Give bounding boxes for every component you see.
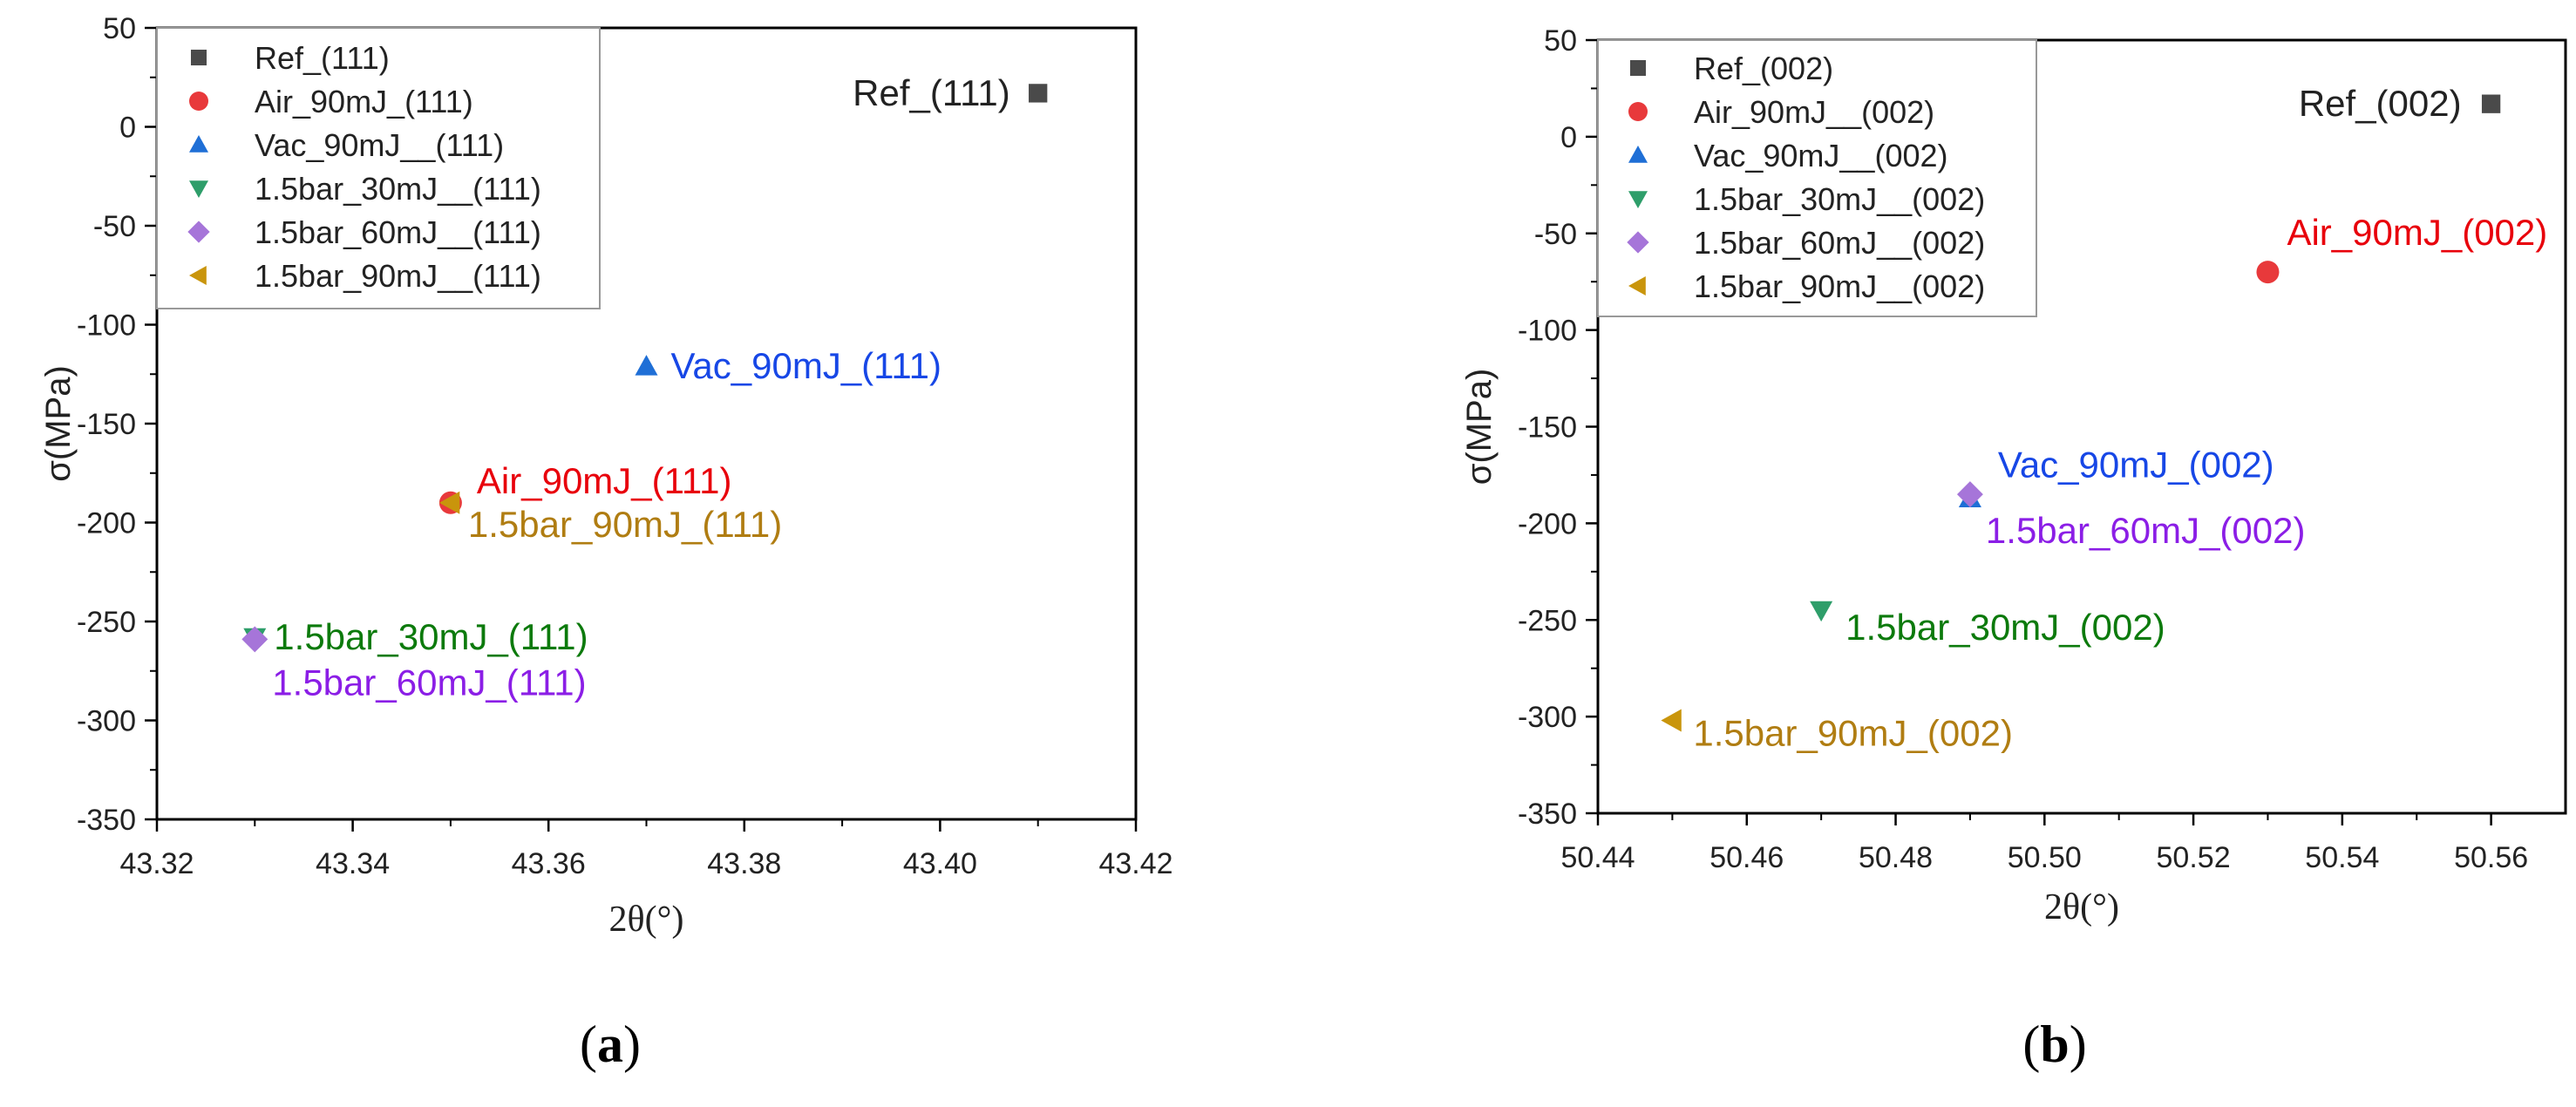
x-axis-title: 2θ(°) [2044,887,2119,927]
data-point-square [1029,84,1048,103]
data-point-square [2481,94,2501,113]
y-tick-label: -300 [77,705,136,738]
y-tick-label: 0 [1560,121,1577,154]
y-axis-title: σ(MPa) [39,365,78,482]
y-tick-label: 50 [1544,24,1577,58]
x-tick-label: 50.44 [1560,841,1635,874]
data-point-triangle-down [1810,601,1833,622]
y-tick-label: -100 [77,309,136,343]
data-point-diamond [1956,481,1983,508]
data-point-triangle-up [635,355,658,376]
legend-entry: Vac_90mJ__(111) [255,127,504,163]
x-tick-label: 43.42 [1098,847,1172,880]
data-label: Air_90mJ_(002) [2287,212,2547,253]
x-tick-label: 43.40 [903,847,977,880]
x-tick-label: 50.50 [2008,841,2082,874]
legend-marker-triangle-up [189,135,208,153]
y-tick-label: 0 [119,112,136,145]
y-tick-label: -250 [1518,604,1577,637]
data-point-triangle-left [1661,709,1682,732]
legend-entry: 1.5bar_60mJ__(111) [255,214,541,250]
legend-entry: Air_90mJ__(002) [1694,94,1934,130]
x-axis-title: 2θ(°) [609,900,684,940]
legend: Ref_(002) Air_90mJ__(002) Vac_90mJ__(002) 1… [1597,39,2037,317]
legend-marker-square [190,49,207,66]
caption-close-paren: ) [623,1015,641,1073]
legend-entry: Ref_(002) [1694,51,1833,86]
data-point-triangle-left [438,491,460,514]
legend-box [156,27,601,309]
chart-panel-b: 50.44 50.46 50.48 50.50 50.52 50.54 50.56 50 0 -5… [1460,24,2567,1073]
x-tick-label: 43.32 [119,847,194,880]
x-tick-label: 43.34 [316,847,390,880]
data-label: 1.5bar_60mJ_(111) [272,662,586,703]
data-label: 1.5bar_30mJ_(111) [274,616,588,657]
x-tick-label: 50.52 [2157,841,2231,874]
legend-entry: Ref_(111) [255,40,390,76]
legend: Ref_(111) Air_90mJ_(111) Vac_90mJ__(111) 1.… [156,27,601,309]
chart-panel-a: 43.32 43.34 43.36 43.38 43.40 43.42 50 0 -50 -100… [39,12,1173,1073]
legend-entry: 1.5bar_30mJ__(002) [1694,181,1985,217]
legend-marker-diamond [187,221,210,243]
legend-marker-triangle-left [189,266,207,285]
y-tick-label: 50 [103,12,136,45]
y-tick-label: -250 [77,606,136,639]
x-tick-label: 50.48 [1859,841,1933,874]
x-tick-label: 50.46 [1709,841,1784,874]
data-point-diamond [241,626,268,653]
legend-marker-square [1629,59,1647,77]
legend-marker-triangle-down [1628,191,1648,208]
caption-open-paren: ( [580,1015,597,1073]
caption-letter: a [597,1015,623,1073]
legend-entry: 1.5bar_60mJ__(002) [1694,225,1985,261]
y-tick-label: -100 [1518,315,1577,348]
y-tick-label: -50 [1534,218,1577,251]
legend-entry: Air_90mJ_(111) [255,84,473,119]
data-label: 1.5bar_90mJ_(002) [1693,713,2013,754]
data-label: 1.5bar_30mJ_(002) [1845,607,2165,648]
y-axis-title: σ(MPa) [1460,369,1499,486]
data-label: Ref_(111) [853,72,1010,113]
y-tick-label: -50 [93,210,136,243]
x-tick-label: 43.38 [707,847,781,880]
y-tick-label: -350 [77,804,136,837]
data-label: Air_90mJ_(111) [477,460,732,501]
data-label: 1.5bar_90mJ_(111) [468,504,782,545]
legend-entry: 1.5bar_90mJ__(111) [255,258,541,294]
legend-marker-triangle-up [1628,146,1648,163]
legend-entry: 1.5bar_30mJ__(111) [255,171,541,207]
legend-marker-circle [1628,102,1648,121]
caption-letter: b [2040,1015,2069,1073]
y-tick-label: -150 [77,408,136,441]
legend-marker-triangle-left [1628,276,1646,295]
caption-close-paren: ) [2070,1015,2087,1073]
x-tick-label: 50.54 [2305,841,2379,874]
x-tick-label: 50.56 [2454,841,2528,874]
legend-box [1597,39,2037,317]
x-tick-label: 43.36 [512,847,586,880]
y-tick-label: -150 [1518,411,1577,445]
legend-marker-triangle-down [189,180,208,198]
legend-marker-diamond [1627,231,1649,254]
y-tick-label: -200 [77,507,136,540]
y-tick-label: -350 [1518,798,1577,831]
panel-caption: (a) [580,1015,641,1073]
caption-open-paren: ( [2022,1015,2040,1073]
panel-caption: (b) [2022,1015,2086,1073]
data-label: Ref_(002) [2299,83,2462,124]
legend-entry: Vac_90mJ__(002) [1694,138,1948,173]
legend-entry: 1.5bar_90mJ__(002) [1694,268,1985,304]
data-label: Vac_90mJ_(002) [1998,445,2274,486]
y-tick-label: -300 [1518,701,1577,734]
legend-marker-circle [189,92,208,111]
data-label: Vac_90mJ_(111) [671,345,942,386]
data-label: 1.5bar_60mJ_(002) [1986,510,2306,551]
data-point-circle [2256,261,2280,284]
y-tick-label: -200 [1518,507,1577,540]
